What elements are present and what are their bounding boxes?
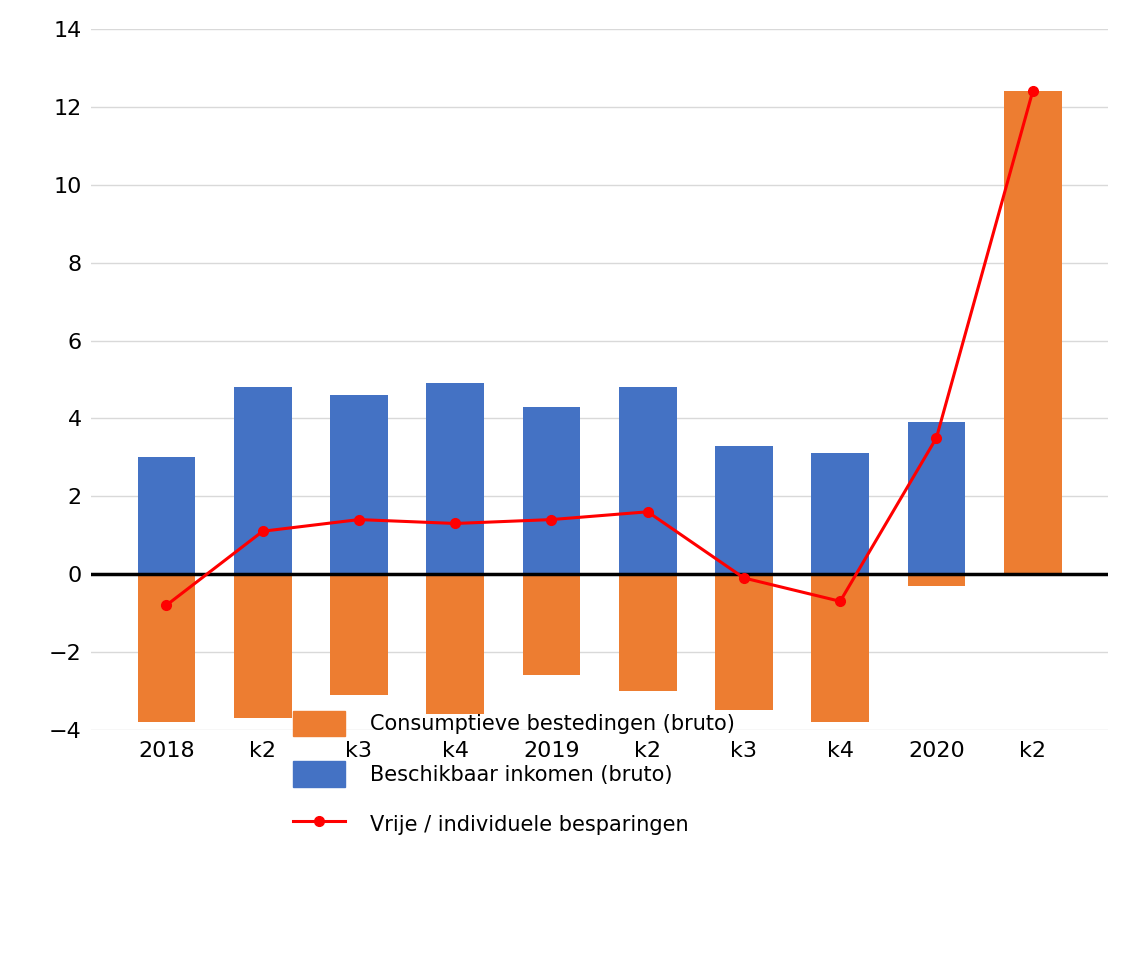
Bar: [330, 574, 388, 695]
Bar: [137, 457, 195, 574]
Bar: [619, 574, 676, 691]
Bar: [811, 574, 869, 722]
Bar: [1004, 91, 1062, 574]
Bar: [523, 574, 580, 675]
Bar: [1004, 481, 1062, 574]
Bar: [330, 395, 388, 574]
Bar: [234, 574, 291, 718]
Bar: [523, 407, 580, 574]
Bar: [908, 574, 965, 586]
Bar: [715, 574, 773, 710]
Bar: [426, 574, 484, 714]
Bar: [137, 574, 195, 722]
Bar: [908, 422, 965, 574]
Bar: [426, 383, 484, 574]
Bar: [234, 387, 291, 574]
Bar: [811, 453, 869, 574]
Legend: Consumptieve bestedingen (bruto), Beschikbaar inkomen (bruto), Vrije / individue: Consumptieve bestedingen (bruto), Beschi…: [284, 703, 743, 846]
Bar: [619, 387, 676, 574]
Bar: [715, 446, 773, 574]
